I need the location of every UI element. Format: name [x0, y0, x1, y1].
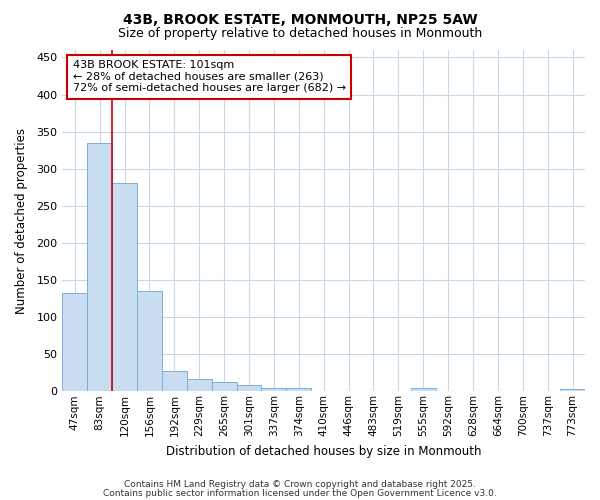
Text: Size of property relative to detached houses in Monmouth: Size of property relative to detached ho…	[118, 28, 482, 40]
Bar	[162, 371, 187, 392]
Bar	[212, 382, 236, 392]
Bar	[112, 183, 137, 392]
Bar	[187, 380, 212, 392]
Bar	[62, 292, 87, 392]
Y-axis label: Number of detached properties: Number of detached properties	[15, 128, 28, 314]
Text: 43B BROOK ESTATE: 101sqm
← 28% of detached houses are smaller (263)
72% of semi-: 43B BROOK ESTATE: 101sqm ← 28% of detach…	[73, 60, 346, 94]
Bar	[560, 389, 585, 392]
Bar	[87, 142, 112, 392]
Bar	[262, 388, 286, 392]
Bar	[411, 388, 436, 392]
Bar	[286, 388, 311, 392]
Text: Contains HM Land Registry data © Crown copyright and database right 2025.: Contains HM Land Registry data © Crown c…	[124, 480, 476, 489]
Text: 43B, BROOK ESTATE, MONMOUTH, NP25 5AW: 43B, BROOK ESTATE, MONMOUTH, NP25 5AW	[122, 12, 478, 26]
Bar	[236, 386, 262, 392]
Text: Contains public sector information licensed under the Open Government Licence v3: Contains public sector information licen…	[103, 488, 497, 498]
Bar	[137, 291, 162, 392]
X-axis label: Distribution of detached houses by size in Monmouth: Distribution of detached houses by size …	[166, 444, 481, 458]
